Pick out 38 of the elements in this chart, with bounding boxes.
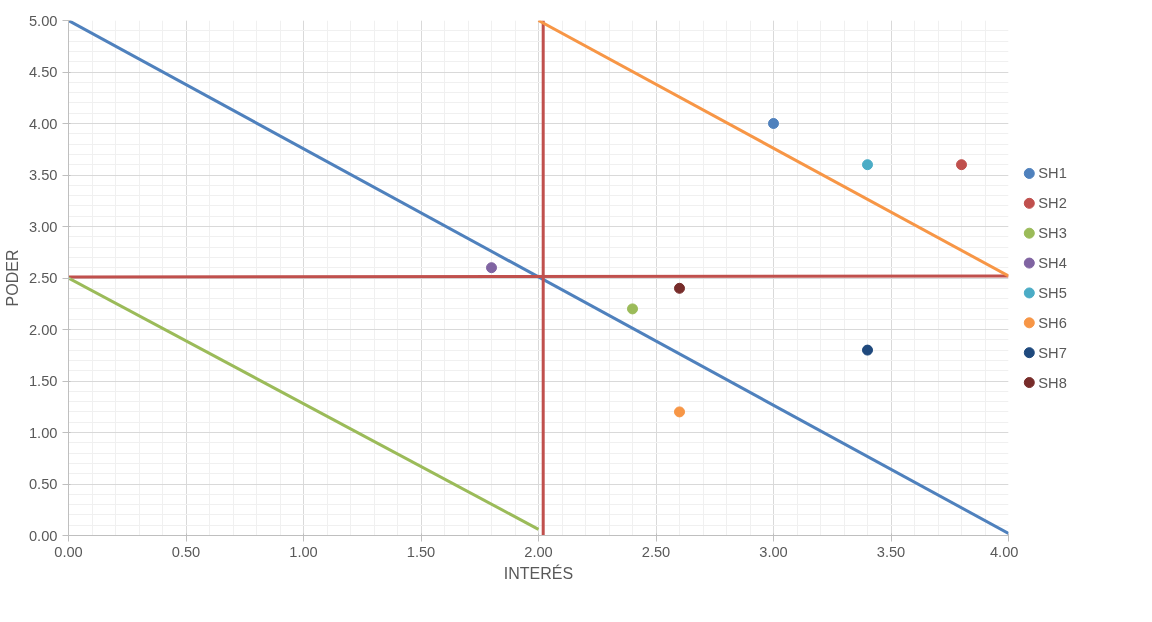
y-tick-label: 1.50 <box>28 373 58 389</box>
y-tick-label: 5.00 <box>28 12 58 29</box>
y-tick-label: 4.00 <box>28 115 58 132</box>
y-tick-label: 2.50 <box>28 270 58 286</box>
x-tick-label: 3.00 <box>759 543 788 560</box>
x-tick-label: 0.00 <box>54 543 83 560</box>
point <box>862 159 873 171</box>
point <box>956 159 967 171</box>
y-tick-label: 3.50 <box>28 167 58 183</box>
x-tick-label: 2.00 <box>524 543 553 560</box>
y-tick-label: 0.00 <box>28 527 58 544</box>
x-tick-label: 1.50 <box>406 543 436 560</box>
legend-label: SH1 <box>1038 165 1067 182</box>
y-tick-label: 0.50 <box>28 476 58 492</box>
legend-label: SH7 <box>1038 344 1067 361</box>
x-tick-label: 3.50 <box>876 543 906 560</box>
point <box>627 303 638 315</box>
x-tick-label: 1.00 <box>289 543 318 560</box>
y-axis-title: PODER <box>3 249 21 307</box>
y-tick-label: 1.00 <box>28 424 58 441</box>
x-tick-label: 2.50 <box>641 543 671 560</box>
point <box>862 344 873 356</box>
legend-label: SH8 <box>1038 374 1067 391</box>
x-tick-label: 0.50 <box>171 543 201 560</box>
point <box>674 282 685 294</box>
point <box>674 406 685 418</box>
legend-label: SH4 <box>1038 255 1067 272</box>
y-tick-label: 2.00 <box>28 321 58 338</box>
y-tick-label: 3.00 <box>28 218 58 235</box>
legend-label: SH3 <box>1038 225 1067 242</box>
y-tick-label: 4.50 <box>28 64 58 80</box>
legend-label: SH2 <box>1038 195 1067 212</box>
point <box>486 262 497 274</box>
x-axis-title: INTERÉS <box>503 563 574 582</box>
legend-label: SH5 <box>1038 284 1067 301</box>
x-tick-label: 4.00 <box>989 543 1019 560</box>
legend-label: SH6 <box>1038 314 1067 331</box>
point <box>768 118 779 129</box>
